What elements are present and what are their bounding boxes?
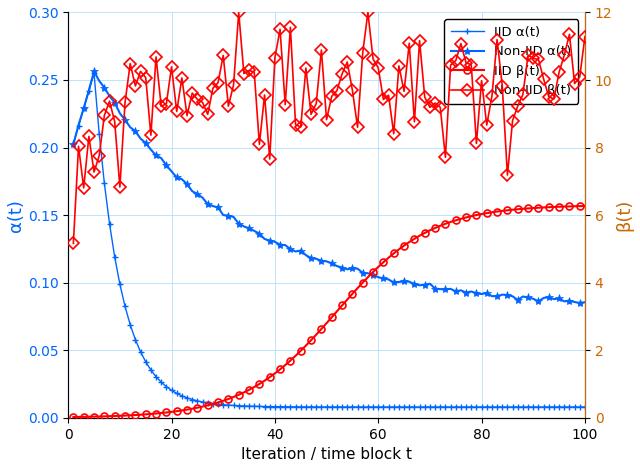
Non-IID α(t) [90,68,98,74]
IID β(t) [540,204,547,210]
Y-axis label: β(t): β(t) [615,199,633,231]
Non-IID α(t) [380,276,387,281]
Non-IID β(t) [545,94,552,99]
IID α(t) [193,398,201,404]
Legend: IID α(t), Non-IID α(t), IID β(t), Non-IID β(t): IID α(t), Non-IID α(t), IID β(t), Non-II… [444,19,579,104]
IID α(t) [173,391,180,396]
Non-IID α(t) [561,299,568,304]
Non-IID β(t) [561,53,568,58]
IID β(t) [556,204,563,210]
IID β(t) [374,264,382,270]
Non-IID β(t) [380,97,387,102]
Line: IID β(t): IID β(t) [70,203,588,421]
Non-IID β(t) [235,10,243,15]
IID α(t) [561,404,568,410]
IID α(t) [338,404,346,410]
Non-IID β(t) [581,34,589,39]
IID α(t) [581,404,589,410]
Non-IID α(t) [581,299,589,305]
IID α(t) [90,70,98,76]
IID α(t) [70,141,77,146]
Non-IID β(t) [70,241,77,246]
Non-IID β(t) [168,64,175,69]
IID β(t) [333,309,340,314]
IID β(t) [188,406,196,411]
Non-IID α(t) [193,191,201,197]
Line: Non-IID β(t): Non-IID β(t) [69,8,589,248]
Non-IID α(t) [338,265,346,271]
Non-IID β(t) [188,90,196,96]
Y-axis label: α(t): α(t) [7,199,25,232]
Non-IID β(t) [338,71,346,77]
IID β(t) [168,409,175,415]
Non-IID α(t) [545,295,552,300]
Line: IID α(t): IID α(t) [70,70,588,410]
IID β(t) [70,414,77,420]
IID α(t) [380,404,387,410]
Non-IID α(t) [576,300,584,306]
IID α(t) [545,404,552,410]
IID β(t) [581,203,589,209]
Non-IID α(t) [173,174,180,180]
Non-IID α(t) [70,142,77,147]
X-axis label: Iteration / time block t: Iteration / time block t [241,447,412,462]
Line: Non-IID α(t): Non-IID α(t) [69,67,589,307]
